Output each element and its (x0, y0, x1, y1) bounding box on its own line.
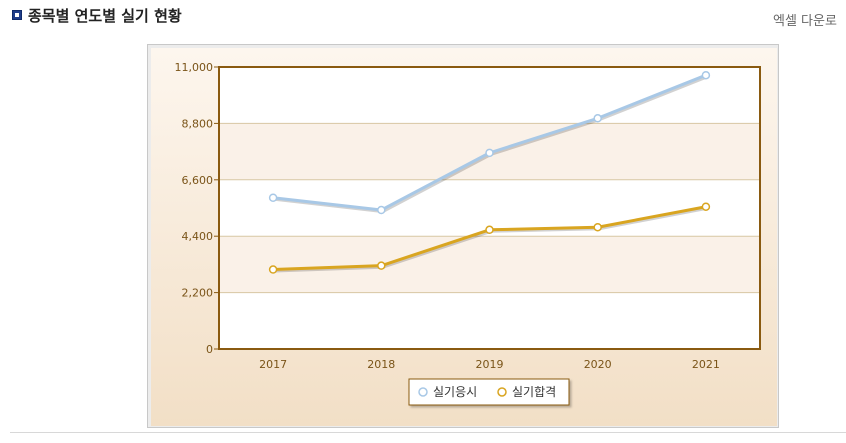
data-point (701, 70, 711, 80)
data-point (485, 148, 494, 158)
y-tick-label: 2,200 (182, 287, 214, 300)
y-tick-label: 4,400 (182, 230, 214, 243)
grid-band (219, 236, 760, 293)
divider (10, 432, 846, 433)
plot-area (219, 67, 760, 349)
y-tick-label: 8,800 (182, 117, 214, 130)
excel-download-link[interactable]: 엑셀 다운로 (773, 14, 837, 29)
legend-label: 실기응시 (433, 385, 477, 399)
x-tick-label: 2018 (367, 358, 395, 371)
data-point (377, 205, 386, 215)
x-tick-label: 2017 (259, 358, 287, 371)
legend-marker (418, 387, 428, 397)
x-tick-label: 2021 (692, 358, 720, 371)
data-point (377, 261, 386, 270)
y-tick-label: 0 (206, 343, 213, 356)
section-title: 종목별 연도별 실기 현황 (28, 6, 182, 25)
x-tick-label: 2020 (584, 358, 612, 371)
x-tick-label: 2019 (476, 358, 504, 371)
data-point (485, 225, 494, 235)
legend-label: 실기합격 (512, 385, 556, 399)
data-point (268, 265, 278, 274)
y-tick-label: 11,000 (175, 61, 214, 74)
legend-box (408, 378, 570, 406)
bullet-icon (12, 10, 22, 20)
y-tick-label: 6,600 (182, 174, 214, 187)
chart-frame: 0 2,200 4,400 6,600 8,800 11,000 2017 2018 2019… (147, 44, 779, 428)
section-header: 종목별 연도별 실기 현황 (12, 4, 182, 26)
data-point (593, 222, 602, 232)
line-chart: 0 2,200 4,400 6,600 8,800 11,000 2017 2018 2019… (151, 48, 777, 426)
data-point (701, 202, 711, 211)
legend-marker (497, 387, 507, 397)
data-point (268, 193, 278, 202)
data-point (593, 114, 602, 123)
plot-border (218, 66, 761, 350)
